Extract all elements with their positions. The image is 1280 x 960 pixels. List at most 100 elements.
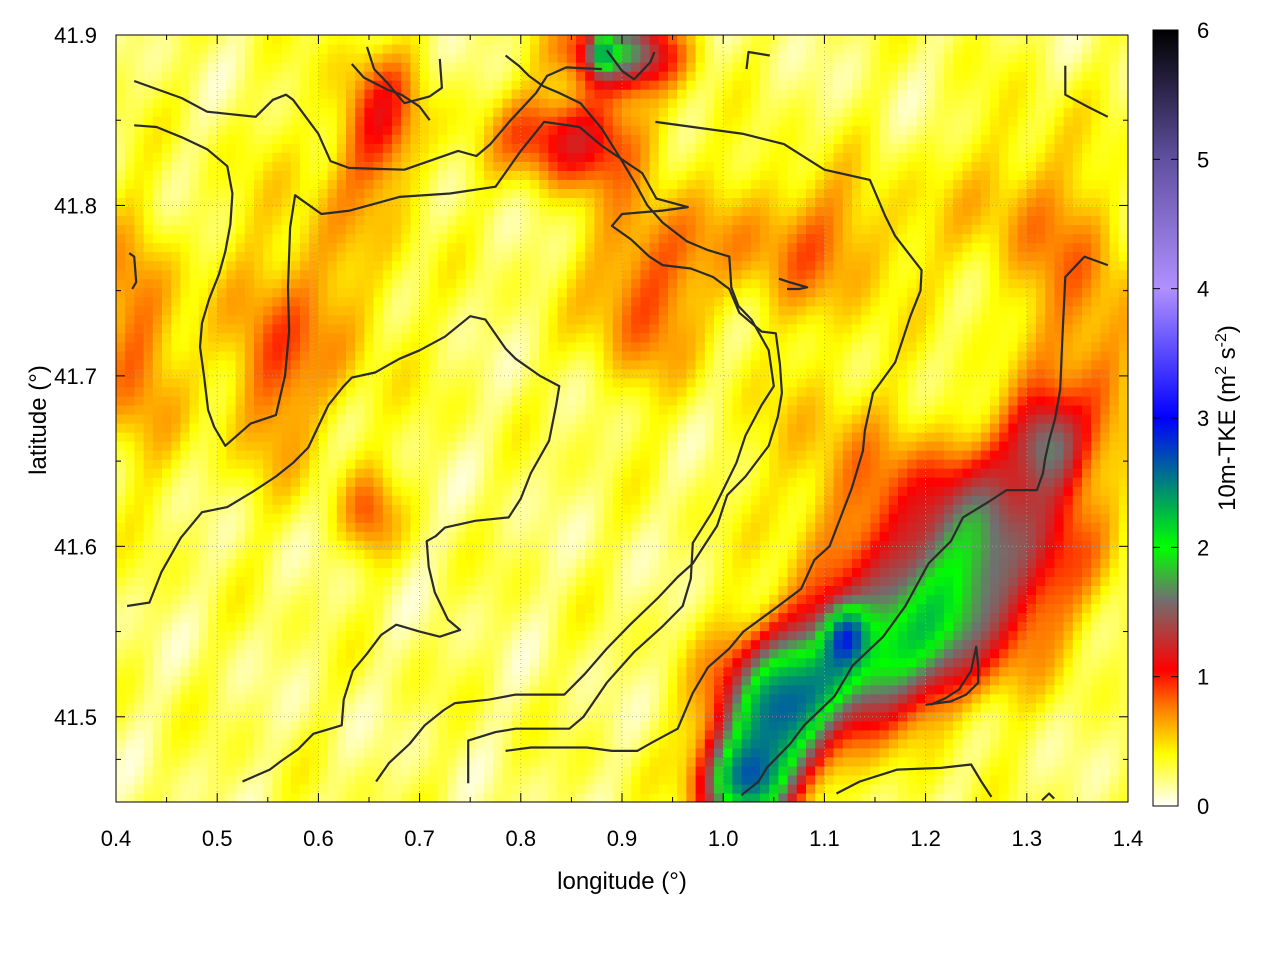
heat-cell: [493, 639, 503, 650]
heat-cell: [548, 504, 559, 514]
heat-cell: [300, 693, 310, 704]
heat-cell: [309, 89, 319, 99]
heat-cell: [585, 233, 595, 244]
heat-cell: [612, 188, 623, 199]
heat-cell: [511, 450, 522, 460]
heat-cell: [447, 305, 457, 316]
heat-cell: [180, 666, 191, 677]
heat-cell: [447, 206, 457, 217]
heat-cell: [180, 639, 191, 650]
heat-cell: [300, 783, 310, 794]
heat-cell: [456, 242, 467, 253]
heat-cell: [594, 549, 605, 559]
heat-cell: [484, 459, 494, 469]
heat-cell: [309, 206, 319, 217]
heat-cell: [401, 423, 411, 433]
heat-cell: [428, 603, 439, 614]
heat-cell: [502, 89, 513, 99]
heat-cell: [484, 756, 494, 767]
heat-cell: [217, 125, 227, 135]
heat-cell: [162, 179, 172, 189]
heat-cell: [189, 504, 200, 514]
heat-cell: [318, 756, 329, 767]
heat-cell: [162, 495, 172, 505]
heat-cell: [125, 287, 135, 298]
heat-cell: [566, 576, 577, 587]
heat-cell: [447, 675, 457, 686]
heat-cell: [456, 359, 467, 370]
heat-cell: [125, 621, 135, 632]
heat-cell: [254, 477, 264, 487]
heat-cell: [585, 603, 595, 614]
heat-cell: [272, 612, 283, 623]
heat-cell: [566, 323, 577, 334]
heat-cell: [631, 188, 641, 199]
heat-cell: [134, 711, 145, 722]
heat-cell: [392, 603, 402, 614]
heat-cell: [539, 89, 549, 99]
heat-cell: [152, 540, 163, 550]
heat-cell: [428, 576, 439, 587]
heat-cell: [456, 666, 467, 677]
heat-cell: [235, 558, 246, 568]
heat-cell: [272, 35, 283, 45]
heat-cell: [226, 116, 237, 126]
heat-cell: [447, 395, 457, 406]
heat-cell: [585, 71, 595, 81]
heat-cell: [493, 576, 503, 587]
heat-cell: [465, 684, 476, 695]
heat-cell: [254, 612, 264, 623]
heat-cell: [162, 62, 172, 72]
heat-cell: [511, 576, 522, 587]
heat-cell: [640, 423, 651, 433]
heat-cell: [309, 359, 319, 370]
heat-cell: [576, 531, 586, 541]
heat-cell: [530, 296, 540, 307]
heat-cell: [152, 459, 163, 469]
heat-cell: [346, 747, 356, 758]
heat-cell: [465, 468, 476, 478]
heat-cell: [309, 738, 319, 749]
heat-cell: [272, 323, 283, 334]
heat-cell: [263, 684, 273, 695]
heat-cell: [631, 44, 641, 54]
heat-cell: [171, 675, 181, 686]
heat-cell: [346, 522, 356, 532]
heat-cell: [189, 738, 200, 749]
heat-cell: [364, 675, 375, 686]
heat-cell: [300, 395, 310, 406]
heat-cell: [327, 179, 338, 189]
heat-cell: [530, 107, 540, 117]
heat-cell: [143, 134, 154, 144]
heat-cell: [640, 477, 651, 487]
heat-cell: [493, 486, 503, 496]
heat-cell: [520, 612, 531, 623]
heat-cell: [548, 62, 559, 72]
heat-cell: [392, 747, 402, 758]
heat-cell: [318, 693, 329, 704]
heat-cell: [364, 278, 375, 289]
heat-cell: [447, 98, 457, 108]
heat-cell: [336, 323, 347, 334]
heat-cell: [300, 504, 310, 514]
heat-cell: [484, 62, 494, 72]
heat-cell: [576, 116, 586, 126]
heat-cell: [585, 197, 595, 208]
heat-cell: [162, 720, 172, 731]
heat-cell: [300, 540, 310, 550]
heat-cell: [364, 413, 375, 424]
heat-cell: [244, 53, 255, 63]
heat-cell: [300, 792, 310, 802]
heat-cell: [217, 206, 227, 217]
heat-cell: [281, 386, 292, 397]
heat-cell: [235, 621, 246, 632]
heat-cell: [640, 666, 651, 677]
heat-cell: [530, 495, 540, 505]
heat-cell: [585, 152, 595, 162]
heat-cell: [622, 522, 632, 532]
heat-cell: [116, 450, 126, 460]
heat-cell: [603, 495, 614, 505]
heat-cell: [208, 62, 218, 72]
heat-cell: [143, 468, 154, 478]
heat-cell: [318, 648, 329, 659]
